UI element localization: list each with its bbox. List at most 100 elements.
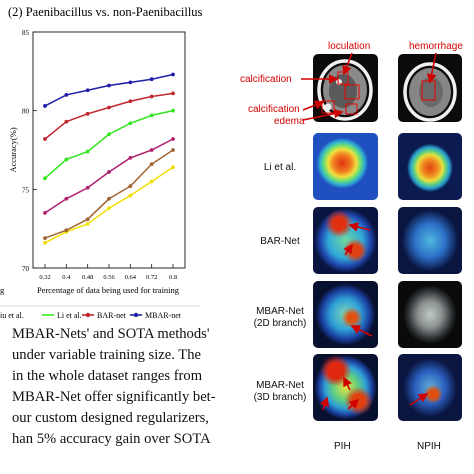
data-point: [43, 104, 47, 108]
x-tick-label: 0.48: [82, 274, 93, 281]
arrow: [343, 376, 352, 391]
x-axis: 0.32 0.4 0.48 0.56 0.64 0.72 0.8: [39, 264, 177, 281]
heatmap-li-npih: [398, 133, 462, 200]
data-point: [85, 111, 90, 116]
annotation-hemorrhage: hemorrhage: [409, 41, 463, 52]
legend-marker: [133, 312, 139, 318]
data-point: [107, 170, 111, 174]
column-label-pih: PIH: [334, 441, 351, 452]
heatmap-mbar2d-npih: [398, 281, 462, 348]
heatmap-li-pih: [313, 133, 378, 200]
arrow: [343, 243, 353, 256]
data-point: [171, 148, 175, 152]
y-axis: 70 75 80 85: [22, 29, 37, 273]
row-label-li: Li et al.: [263, 162, 297, 173]
data-point: [149, 94, 154, 99]
x-axis-label: Percentage of data being used for traini…: [37, 285, 180, 295]
arrow: [409, 393, 429, 406]
legend-marker: [85, 312, 91, 318]
data-point: [171, 108, 175, 113]
heatmap-mbar2d-pih: [313, 281, 378, 348]
legend-label: Li et al.: [57, 311, 82, 320]
data-point: [107, 105, 111, 110]
paper-text-line: MBAR-Net offer significantly bet-: [12, 389, 216, 405]
data-point: [107, 83, 111, 88]
row-label-mbar-3d: MBAR-Net (3D branch): [250, 380, 310, 404]
data-point: [43, 137, 47, 141]
paper-text-line: han 5% accuracy gain over SOTA: [12, 431, 211, 447]
y-tick-label: 70: [22, 265, 30, 273]
data-point: [171, 72, 175, 77]
annotation-calcification: calcification: [248, 104, 300, 115]
x-tick-label: 0.32: [39, 274, 50, 281]
arrow: [347, 398, 360, 410]
row-label-line: (3D branch): [253, 392, 307, 403]
data-point: [64, 119, 69, 124]
annotation-loculation: loculation: [328, 41, 371, 52]
data-point: [149, 162, 154, 167]
y-axis-label: Accuracy(%): [8, 127, 18, 172]
row-label-mbar-2d: MBAR-Net (2D branch): [250, 306, 310, 330]
data-point: [149, 179, 154, 184]
legend-label: iu et al.: [0, 311, 24, 320]
paper-text-line: our custom designed regularizers,: [12, 410, 209, 426]
paper-text-line: MBAR-Nets' and SOTA methods': [12, 326, 210, 342]
data-point: [128, 184, 133, 189]
data-point: [43, 211, 47, 215]
data-point: [128, 155, 133, 160]
data-point: [128, 80, 133, 85]
data-point: [128, 121, 133, 126]
arrow: [302, 100, 325, 111]
data-point: [64, 196, 69, 201]
x-tick-label: 0.64: [125, 274, 137, 281]
row-label-bar: BAR-Net: [260, 236, 300, 247]
arrow: [348, 222, 371, 232]
data-point: [107, 132, 111, 137]
arrow: [302, 108, 344, 121]
x-tick-label: 0.72: [146, 274, 157, 281]
data-point: [149, 77, 154, 82]
annotation-calcification: calcification: [240, 74, 292, 85]
x-tick-label: 0.8: [169, 274, 177, 281]
data-point: [149, 148, 154, 152]
annotation-edema: edema: [274, 116, 305, 127]
heatmap-bar-npih: [398, 207, 462, 274]
data-point: [64, 157, 69, 162]
data-point: [107, 206, 111, 211]
data-point: [85, 217, 90, 222]
y-tick-label: 80: [22, 108, 30, 116]
data-point: [43, 176, 47, 181]
ct-scan-npih: [398, 54, 462, 122]
data-point: [85, 222, 90, 226]
data-point: [64, 93, 69, 97]
x-tick-label: 0.4: [62, 274, 71, 281]
column-label-npih: NPIH: [417, 441, 441, 452]
data-point: [85, 88, 90, 93]
row-label-line: MBAR-Net: [256, 306, 304, 317]
data-point: [43, 240, 47, 245]
arrow: [350, 325, 373, 337]
chart-title: (2) Paenibacillus vs. non-Paenibacillus: [8, 5, 203, 19]
data-point: [43, 236, 47, 241]
x-tick-label: 0.56: [103, 274, 115, 281]
data-point: [171, 165, 175, 170]
arrow: [426, 52, 437, 84]
arrow: [319, 396, 330, 411]
cut-axis-label: g: [0, 285, 5, 295]
data-point: [128, 99, 133, 104]
legend: iu et al. Li et al. BAR-net MBAR-net: [0, 305, 200, 320]
data-point: [107, 196, 111, 201]
y-tick-label: 75: [22, 186, 30, 194]
row-label-line: MBAR-Net: [256, 380, 304, 391]
data-point: [171, 91, 175, 96]
row-label-line: (2D branch): [253, 318, 307, 329]
legend-label: MBAR-net: [145, 311, 182, 320]
series-layer: [43, 72, 175, 245]
data-point: [64, 228, 69, 233]
data-point: [128, 193, 133, 198]
heatmap-bar-pih: [313, 207, 378, 274]
data-point: [171, 137, 175, 141]
data-point: [85, 185, 90, 190]
y-tick-label: 85: [22, 29, 30, 37]
